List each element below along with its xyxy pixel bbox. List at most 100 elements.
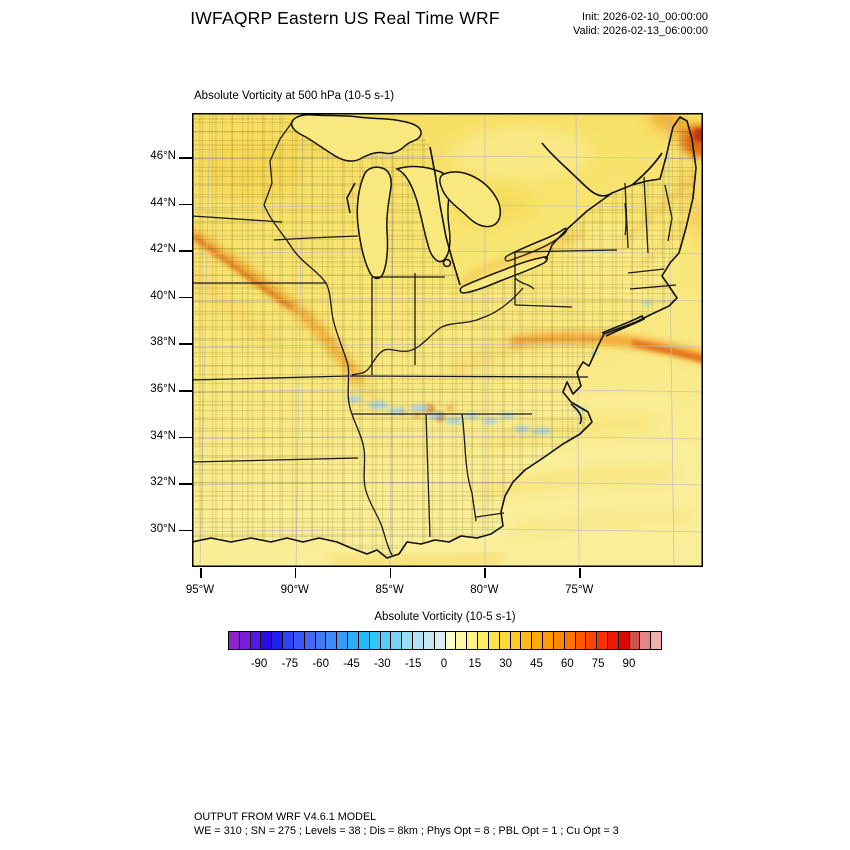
- colorbar-cell: [586, 632, 598, 649]
- colorbar-cell: [597, 632, 608, 649]
- colorbar-cell: [543, 632, 554, 649]
- lon-tick-label: 90°W: [280, 584, 309, 596]
- colorbar-cell: [510, 632, 522, 649]
- lat-tick-label: 32°N: [150, 476, 176, 489]
- footer-line2: WE = 310 ; SN = 275 ; Levels = 38 ; Dis …: [194, 825, 619, 837]
- colorbar-cell: [618, 632, 630, 649]
- colorbar-tick-label: -90: [250, 658, 268, 670]
- colorbar-cell: [337, 632, 349, 649]
- colorbar-cell: [478, 632, 489, 649]
- lat-tick-label: 30°N: [150, 522, 176, 535]
- lat-tick-label: 46°N: [150, 150, 176, 162]
- lon-tick-mark: [389, 568, 392, 578]
- colorbar-tick-label: -15: [404, 658, 422, 670]
- lat-tick-label: 36°N: [150, 383, 176, 395]
- colorbar-cell: [467, 632, 479, 649]
- colorbar-cell: [607, 632, 619, 649]
- colorbar-cell: [380, 632, 392, 649]
- colorbar-tick-label: -60: [312, 658, 329, 670]
- colorbar-cell: [283, 632, 294, 649]
- lon-tick-mark: [294, 568, 297, 578]
- colorbar-cell: [532, 632, 544, 649]
- lat-tick-mark: [179, 390, 192, 392]
- colorbar-tick-label: 15: [468, 658, 482, 670]
- valid-time-label: Valid: 2026-02-13_06:00:00: [573, 25, 708, 37]
- colorbar-tick-label: 75: [591, 658, 605, 670]
- colorbar-tick-label: 60: [560, 658, 574, 670]
- great-lakes: [290, 114, 568, 294]
- colorbar-cell: [293, 632, 305, 649]
- colorbar-cell: [488, 632, 500, 649]
- colorbar-cell: [304, 632, 316, 649]
- lon-tick-mark: [579, 568, 581, 578]
- colorbar-cell: [434, 632, 446, 649]
- colorbar-title: Absolute Vorticity (10-5 s-1): [374, 611, 516, 623]
- colorbar-cell: [499, 632, 511, 649]
- colorbar-cell: [348, 632, 359, 649]
- colorbar-tick-label: -75: [281, 658, 299, 670]
- model-info-footer: OUTPUT FROM WRF V4.6.1 MODEL WE = 310 ; …: [194, 810, 619, 838]
- colorbar-cell: [651, 632, 662, 649]
- lon-tick-label: 80°W: [470, 584, 499, 596]
- lat-tick-label: 38°N: [150, 336, 176, 349]
- colorbar-tick-label: 90: [622, 658, 636, 670]
- lakeshore-vorticity-streak: [460, 228, 586, 284]
- footer-line1: OUTPUT FROM WRF V4.6.1 MODEL: [194, 811, 377, 823]
- colorbar-cell: [445, 632, 457, 649]
- vorticity-map: [192, 113, 703, 567]
- colorbar-cell: [575, 632, 587, 649]
- lon-tick-mark: [200, 568, 202, 578]
- lon-tick-label: 75°W: [565, 584, 594, 596]
- lat-tick-label: 42°N: [150, 243, 176, 256]
- lat-tick-label: 34°N: [150, 429, 176, 442]
- colorbar-cell: [640, 632, 652, 649]
- colorbar-cell: [564, 632, 576, 649]
- colorbar-cell: [272, 632, 284, 649]
- lat-tick-mark: [179, 296, 192, 299]
- colorbar-cell: [402, 632, 414, 649]
- init-time-label: Init: 2026-02-10_00:00:00: [582, 11, 708, 23]
- state-borders: [192, 120, 677, 556]
- colorbar-tick-label: 30: [499, 658, 513, 670]
- colorbar-cell: [315, 632, 327, 649]
- colorbar-tick-label: 45: [530, 658, 543, 670]
- lon-tick-label: 95°W: [185, 584, 215, 596]
- lon-tick-label: 85°W: [375, 584, 404, 596]
- lat-tick-label: 44°N: [150, 196, 176, 209]
- colorbar-tick-labels: -90 -75 -60 -45 -30 -15 0 15 30 45 60 75 90: [228, 658, 662, 674]
- coastline-national-borders: [192, 116, 697, 559]
- colorbar-cell: [521, 632, 533, 649]
- map-frame: [192, 113, 703, 567]
- colorbar-cell: [239, 632, 251, 649]
- colorbar-cell: [629, 632, 641, 649]
- lat-tick-mark: [179, 250, 192, 252]
- map-canvas: [192, 113, 703, 567]
- colorbar-cell: [358, 632, 370, 649]
- colorbar-tick-label: -45: [343, 658, 360, 670]
- lat-tick-mark: [179, 436, 192, 439]
- run-time-block: Init: 2026-02-10_00:00:00 Valid: 2026-02…: [540, 10, 708, 38]
- colorbar-cell: [413, 632, 424, 649]
- colorbar-cell: [423, 632, 435, 649]
- colorbar-cell: [369, 632, 381, 649]
- lat-tick-mark: [179, 483, 192, 485]
- lat-tick-mark: [179, 529, 192, 532]
- plot-title: Absolute Vorticity at 500 hPa (10-5 s-1): [194, 90, 395, 102]
- lat-tick-mark: [179, 343, 192, 345]
- colorbar-tick-label: 0: [440, 658, 448, 670]
- colorbar-tick-label: -30: [374, 658, 391, 670]
- lat-tick-label: 40°N: [150, 289, 176, 302]
- colorbar-cell: [553, 632, 565, 649]
- lat-tick-mark: [179, 203, 192, 206]
- colorbar-cell: [229, 632, 240, 649]
- colorbar-cell: [261, 632, 273, 649]
- colorbar-cell: [326, 632, 338, 649]
- colorbar-cell: [250, 632, 262, 649]
- colorbar-cell: [391, 632, 403, 649]
- colorbar-cell: [456, 632, 468, 649]
- page-title: IWFAQRP Eastern US Real Time WRF: [190, 8, 500, 28]
- lon-tick-mark: [484, 568, 486, 578]
- colorbar: [228, 631, 662, 650]
- lat-tick-mark: [179, 157, 192, 159]
